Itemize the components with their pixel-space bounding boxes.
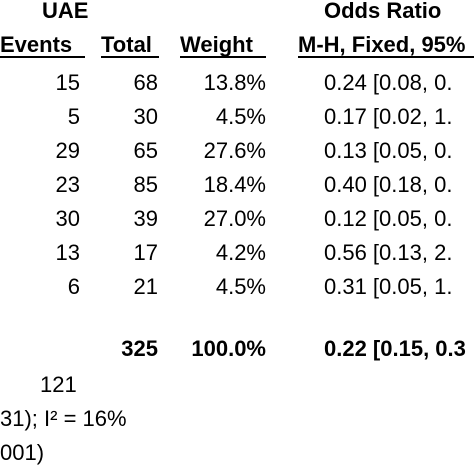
header-underline-events [0,56,85,58]
group-label-uae: UAE [42,0,89,23]
cell-odds-ratio: 0.13 [0.05, 0. [324,138,453,163]
cell-odds-ratio: 0.40 [0.18, 0. [324,172,453,197]
cell-events: 30 [55,206,80,231]
column-header-method: M-H, Fixed, 95% [298,32,466,57]
heterogeneity-text: 31); I² = 16% [0,406,127,431]
cell-total: 65 [133,138,158,163]
cell-weight: 4.5% [215,274,266,299]
column-header-events: Events [0,32,73,57]
cell-weight: 27.6% [203,138,266,163]
cell-odds-ratio: 0.56 [0.13, 2. [324,240,453,265]
cell-total: 68 [133,70,158,95]
cell-events: 6 [67,274,80,299]
cell-weight: 4.2% [215,240,266,265]
cell-total: 17 [133,240,158,265]
header-underline-method [298,56,474,58]
cell-events: 23 [55,172,80,197]
total-events: 121 [40,372,77,397]
cell-total: 30 [133,104,158,129]
cell-weight: 13.8% [203,70,266,95]
total-participants: 325 [121,336,158,361]
overall-effect-text: 001) [0,440,45,465]
column-header-weight: Weight [180,32,253,57]
cell-events: 5 [67,104,80,129]
cell-odds-ratio: 0.31 [0.05, 1. [324,274,453,299]
cell-total: 21 [133,274,158,299]
cell-weight: 4.5% [215,104,266,129]
cell-total: 39 [133,206,158,231]
cell-weight: 27.0% [203,206,266,231]
column-header-total: Total [101,32,152,57]
cell-events: 15 [55,70,80,95]
header-underline-weight [180,56,266,58]
header-underline-total [101,56,159,58]
cell-events: 13 [55,240,80,265]
cell-weight: 18.4% [203,172,266,197]
cell-odds-ratio: 0.12 [0.05, 0. [324,206,453,231]
cell-odds-ratio: 0.17 [0.02, 1. [324,104,453,129]
total-weight: 100.0% [191,336,266,361]
cell-odds-ratio: 0.24 [0.08, 0. [324,70,453,95]
odds-ratio-label: Odds Ratio [324,0,442,23]
pooled-odds-ratio: 0.22 [0.15, 0.3 [324,336,466,361]
cell-events: 29 [55,138,80,163]
cell-total: 85 [133,172,158,197]
